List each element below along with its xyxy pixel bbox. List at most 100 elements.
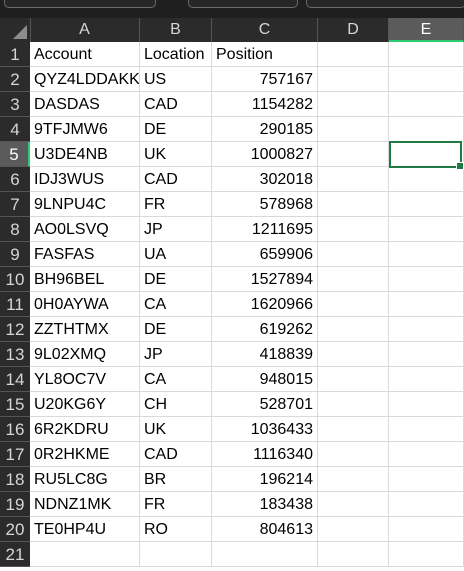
- cell-d14[interactable]: [318, 367, 389, 392]
- cell-e7[interactable]: [389, 192, 464, 217]
- cell-c4[interactable]: 290185: [212, 117, 318, 142]
- cell-b1[interactable]: Location: [140, 42, 212, 67]
- cell-d11[interactable]: [318, 292, 389, 317]
- row-header-8[interactable]: 8: [0, 217, 30, 242]
- cell-e21[interactable]: [389, 542, 464, 567]
- cell-b7[interactable]: FR: [140, 192, 212, 217]
- cell-b12[interactable]: DE: [140, 317, 212, 342]
- row-header-4[interactable]: 4: [0, 117, 30, 142]
- toolbar-control[interactable]: [306, 0, 464, 8]
- cell-a10[interactable]: BH96BEL: [30, 267, 140, 292]
- cell-a17[interactable]: 0R2HKME: [30, 442, 140, 467]
- active-cell-e5[interactable]: [389, 141, 464, 170]
- cell-c15[interactable]: 528701: [212, 392, 318, 417]
- row-header-18[interactable]: 18: [0, 467, 30, 492]
- cell-d9[interactable]: [318, 242, 389, 267]
- cell-a2[interactable]: QYZ4LDDAKK: [30, 67, 140, 92]
- row-header-7[interactable]: 7: [0, 192, 30, 217]
- cell-b18[interactable]: BR: [140, 467, 212, 492]
- cell-c11[interactable]: 1620966: [212, 292, 318, 317]
- row-header-19[interactable]: 19: [0, 492, 30, 517]
- cell-a9[interactable]: FASFAS: [30, 242, 140, 267]
- cell-d16[interactable]: [318, 417, 389, 442]
- cell-e12[interactable]: [389, 317, 464, 342]
- cell-c21[interactable]: [212, 542, 318, 567]
- cell-a12[interactable]: ZZTHTMX: [30, 317, 140, 342]
- cell-c14[interactable]: 948015: [212, 367, 318, 392]
- column-header-c[interactable]: C: [212, 18, 318, 42]
- row-header-15[interactable]: 15: [0, 392, 30, 417]
- cell-b13[interactable]: JP: [140, 342, 212, 367]
- cell-d2[interactable]: [318, 67, 389, 92]
- cell-b17[interactable]: CAD: [140, 442, 212, 467]
- cell-b10[interactable]: DE: [140, 267, 212, 292]
- cell-e16[interactable]: [389, 417, 464, 442]
- cell-b8[interactable]: JP: [140, 217, 212, 242]
- cell-a14[interactable]: YL8OC7V: [30, 367, 140, 392]
- cell-d15[interactable]: [318, 392, 389, 417]
- cell-b16[interactable]: UK: [140, 417, 212, 442]
- cell-a7[interactable]: 9LNPU4C: [30, 192, 140, 217]
- cell-b14[interactable]: CA: [140, 367, 212, 392]
- row-header-20[interactable]: 20: [0, 517, 30, 542]
- cell-e8[interactable]: [389, 217, 464, 242]
- cell-e13[interactable]: [389, 342, 464, 367]
- cell-d5[interactable]: [318, 142, 389, 167]
- cell-d4[interactable]: [318, 117, 389, 142]
- cell-c7[interactable]: 578968: [212, 192, 318, 217]
- cell-e6[interactable]: [389, 167, 464, 192]
- cell-e17[interactable]: [389, 442, 464, 467]
- column-header-b[interactable]: B: [140, 18, 212, 42]
- cell-a20[interactable]: TE0HP4U: [30, 517, 140, 542]
- toolbar-control[interactable]: [188, 0, 298, 8]
- row-header-6[interactable]: 6: [0, 167, 30, 192]
- cell-c9[interactable]: 659906: [212, 242, 318, 267]
- fill-handle[interactable]: [456, 162, 464, 170]
- cell-e10[interactable]: [389, 267, 464, 292]
- cell-c1[interactable]: Position: [212, 42, 318, 67]
- cell-c3[interactable]: 1154282: [212, 92, 318, 117]
- cell-c6[interactable]: 302018: [212, 167, 318, 192]
- cell-a18[interactable]: RU5LC8G: [30, 467, 140, 492]
- cell-c18[interactable]: 196214: [212, 467, 318, 492]
- cell-d21[interactable]: [318, 542, 389, 567]
- cell-d12[interactable]: [318, 317, 389, 342]
- cell-e18[interactable]: [389, 467, 464, 492]
- cell-c12[interactable]: 619262: [212, 317, 318, 342]
- cell-c19[interactable]: 183438: [212, 492, 318, 517]
- cell-d13[interactable]: [318, 342, 389, 367]
- cell-b20[interactable]: RO: [140, 517, 212, 542]
- cell-a15[interactable]: U20KG6Y: [30, 392, 140, 417]
- row-header-16[interactable]: 16: [0, 417, 30, 442]
- cell-a8[interactable]: AO0LSVQ: [30, 217, 140, 242]
- cell-c5[interactable]: 1000827: [212, 142, 318, 167]
- cell-c8[interactable]: 1211695: [212, 217, 318, 242]
- cell-c2[interactable]: 757167: [212, 67, 318, 92]
- cell-c16[interactable]: 1036433: [212, 417, 318, 442]
- cell-b4[interactable]: DE: [140, 117, 212, 142]
- cell-d8[interactable]: [318, 217, 389, 242]
- column-header-a[interactable]: A: [30, 18, 140, 42]
- cell-b9[interactable]: UA: [140, 242, 212, 267]
- column-header-e[interactable]: E: [389, 18, 464, 42]
- cell-e15[interactable]: [389, 392, 464, 417]
- cell-a5[interactable]: U3DE4NB: [30, 142, 140, 167]
- cell-b21[interactable]: [140, 542, 212, 567]
- cell-d19[interactable]: [318, 492, 389, 517]
- cell-b6[interactable]: CAD: [140, 167, 212, 192]
- cell-a19[interactable]: NDNZ1MK: [30, 492, 140, 517]
- cell-d7[interactable]: [318, 192, 389, 217]
- cell-e4[interactable]: [389, 117, 464, 142]
- toolbar-control[interactable]: [4, 0, 156, 8]
- cell-a11[interactable]: 0H0AYWA: [30, 292, 140, 317]
- cell-a3[interactable]: DASDAS: [30, 92, 140, 117]
- row-header-1[interactable]: 1: [0, 42, 30, 67]
- cell-e3[interactable]: [389, 92, 464, 117]
- cell-a6[interactable]: IDJ3WUS: [30, 167, 140, 192]
- cell-a13[interactable]: 9L02XMQ: [30, 342, 140, 367]
- row-header-14[interactable]: 14: [0, 367, 30, 392]
- cell-a21[interactable]: [30, 542, 140, 567]
- cell-c13[interactable]: 418839: [212, 342, 318, 367]
- cell-d10[interactable]: [318, 267, 389, 292]
- row-header-2[interactable]: 2: [0, 67, 30, 92]
